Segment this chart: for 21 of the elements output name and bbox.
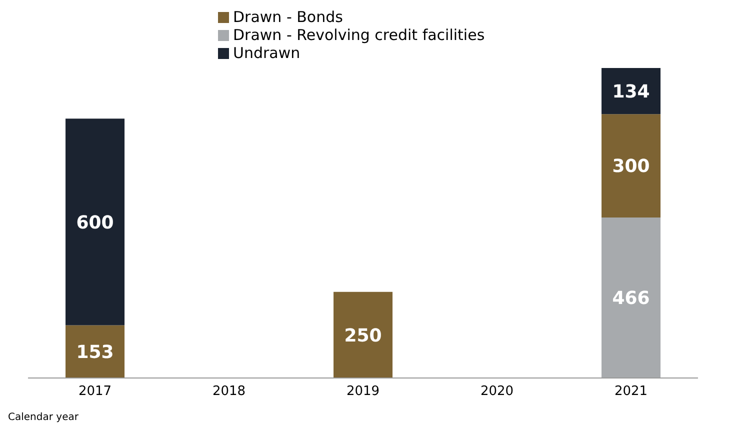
data-label: 250 bbox=[344, 325, 382, 346]
x-tick-label: 2019 bbox=[346, 384, 380, 400]
bar bbox=[334, 292, 393, 378]
data-label: 600 bbox=[76, 212, 114, 234]
data-label: 300 bbox=[612, 156, 650, 178]
x-tick-label: 2021 bbox=[614, 384, 648, 400]
legend-label: Undrawn bbox=[233, 44, 300, 62]
bar bbox=[66, 325, 125, 378]
bar bbox=[602, 217, 661, 378]
data-label: 466 bbox=[612, 288, 650, 310]
bar bbox=[66, 118, 125, 326]
bar bbox=[602, 68, 661, 114]
legend-label: Drawn - Revolving credit facilities bbox=[233, 26, 485, 44]
legend-label: Drawn - Bonds bbox=[233, 8, 343, 26]
x-tick-label: 2017 bbox=[78, 384, 112, 400]
data-label: 153 bbox=[76, 342, 114, 364]
x-tick-label: 2020 bbox=[480, 384, 514, 400]
x-axis-title: Calendar year bbox=[8, 412, 78, 423]
x-tick-label: 2018 bbox=[212, 384, 246, 400]
bar bbox=[602, 114, 661, 218]
data-label: 134 bbox=[612, 81, 650, 102]
